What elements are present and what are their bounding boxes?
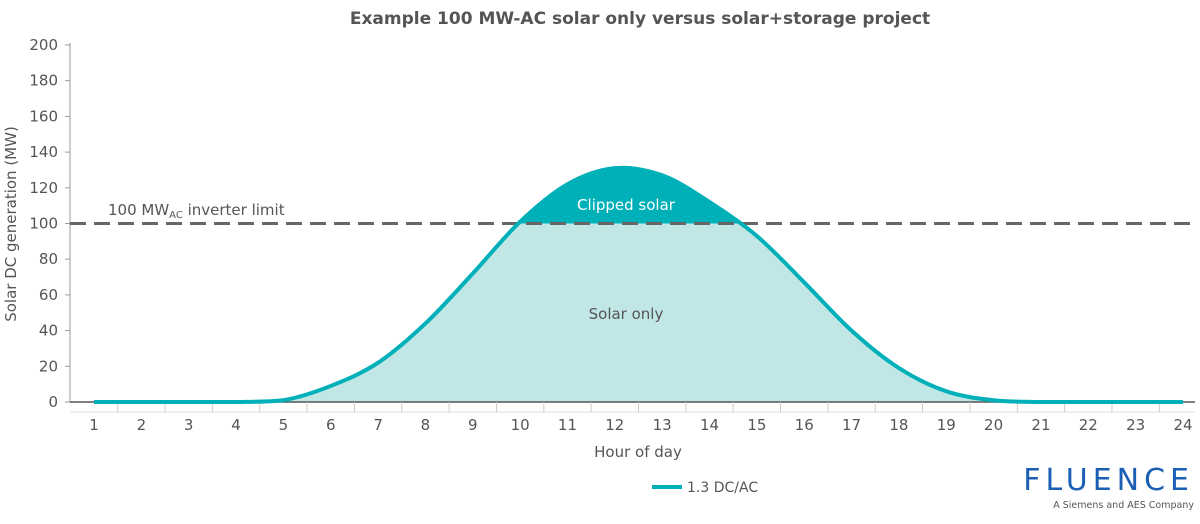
logo-tagline: A Siemens and AES Company	[1053, 500, 1194, 511]
y-tick-label: 100	[29, 215, 58, 233]
x-tick-label: 14	[700, 416, 719, 434]
x-tick-label: 12	[605, 416, 624, 434]
y-tick-label: 80	[39, 250, 58, 268]
x-tick-label: 18	[889, 416, 908, 434]
x-tick-label: 6	[326, 416, 336, 434]
fluence-logo: FLUENCE A Siemens and AES Company	[1022, 463, 1194, 512]
x-tick-label: 1	[89, 416, 99, 434]
x-tick-label: 23	[1126, 416, 1145, 434]
legend: 1.3 DC/AC	[652, 480, 758, 496]
y-tick-label: 0	[48, 393, 58, 411]
x-tick-label: 3	[184, 416, 194, 434]
legend-label: 1.3 DC/AC	[687, 480, 758, 496]
x-tick-label: 9	[468, 416, 478, 434]
y-tick-label: 120	[29, 179, 58, 197]
x-tick-label: 15	[747, 416, 766, 434]
x-tick-label: 22	[1079, 416, 1098, 434]
x-tick-label: 21	[1031, 416, 1050, 434]
y-tick-label: 60	[39, 286, 58, 304]
solar-only-area	[94, 223, 1183, 402]
x-tick-label: 13	[653, 416, 672, 434]
x-tick-label: 5	[279, 416, 289, 434]
y-tick-label: 40	[39, 322, 58, 340]
x-tick-label: 19	[937, 416, 956, 434]
chart-title: Example 100 MW-AC solar only versus sola…	[350, 9, 930, 29]
x-tick-label: 17	[842, 416, 861, 434]
limit-label: 100 MWAC inverter limit	[108, 201, 285, 221]
annotation-solar-only: Solar only	[589, 305, 664, 323]
logo-brand: FLUENCE	[1023, 463, 1194, 498]
x-axis-label: Hour of day	[594, 443, 682, 461]
x-tick-label: 4	[231, 416, 241, 434]
x-tick-label: 16	[795, 416, 814, 434]
x-tick-label: 7	[373, 416, 383, 434]
x-tick-label: 2	[137, 416, 147, 434]
x-tick-label: 20	[984, 416, 1003, 434]
y-tick-label: 180	[29, 72, 58, 90]
y-tick-label: 160	[29, 107, 58, 125]
x-tick-label: 24	[1173, 416, 1192, 434]
x-tick-label: 8	[421, 416, 431, 434]
y-tick-label: 200	[29, 36, 58, 54]
x-tick-label: 11	[558, 416, 577, 434]
y-tick-label: 140	[29, 143, 58, 161]
series-line-1-3-dc-ac	[94, 165, 1183, 404]
annotation-clipped: Clipped solar	[577, 196, 676, 214]
y-axis-label: Solar DC generation (MW)	[2, 126, 20, 322]
y-tick-label: 20	[39, 357, 58, 375]
x-tick-label: 10	[511, 416, 530, 434]
